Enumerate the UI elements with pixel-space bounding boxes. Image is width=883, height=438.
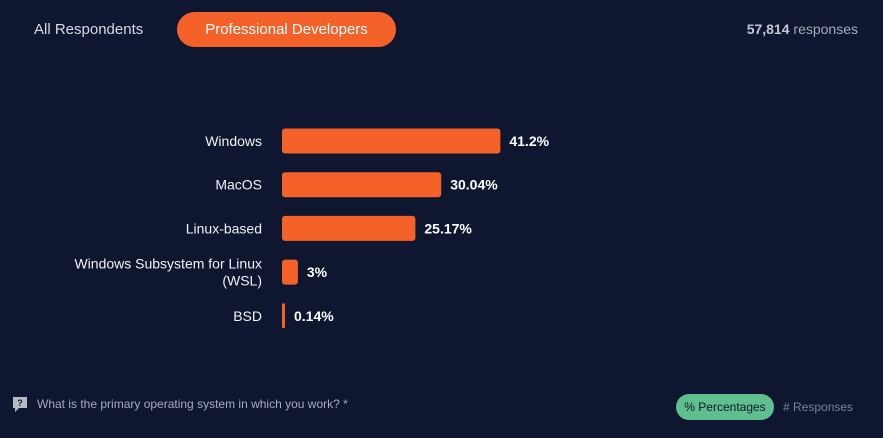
category-label-4: BSD — [233, 308, 262, 324]
value-label-0: 41.2% — [509, 133, 549, 149]
responses-toggle[interactable]: # Responses — [783, 400, 854, 414]
percentages-toggle[interactable]: % Percentages — [676, 394, 774, 420]
value-label-4: 0.14% — [294, 308, 334, 324]
svg-text:?: ? — [17, 398, 23, 408]
category-label-0: Windows — [205, 133, 262, 149]
bar-1[interactable] — [282, 172, 442, 198]
category-label-3-line-0: Windows Subsystem for Linux — [74, 256, 262, 272]
value-label-3: 3% — [307, 264, 328, 280]
bar-2[interactable] — [282, 215, 416, 241]
tab-all-respondents[interactable]: All Respondents — [34, 21, 144, 38]
tab-professional-developers[interactable]: Professional Developers — [177, 12, 396, 47]
bar-4[interactable] — [282, 303, 285, 329]
os-bar-chart: 41.2% Windows 30.04% MacOS 25.17% Linux-based… — [74, 128, 550, 329]
question-icon: ? — [13, 396, 27, 412]
response-count-number: 57,814 — [746, 21, 790, 37]
bar-0[interactable] — [282, 128, 501, 154]
bar-3[interactable] — [282, 259, 298, 285]
category-label-3-line-1: (WSL) — [222, 273, 262, 289]
question-text: What is the primary operating system in … — [37, 397, 348, 411]
category-label-2: Linux-based — [186, 220, 262, 236]
response-count: 57,814 responses — [747, 21, 858, 37]
category-label-1: MacOS — [215, 177, 262, 193]
response-count-suffix: responses — [793, 21, 858, 37]
value-label-1: 30.04% — [450, 177, 498, 193]
value-label-2: 25.17% — [424, 220, 472, 236]
question-row: ? What is the primary operating system i… — [12, 394, 348, 414]
